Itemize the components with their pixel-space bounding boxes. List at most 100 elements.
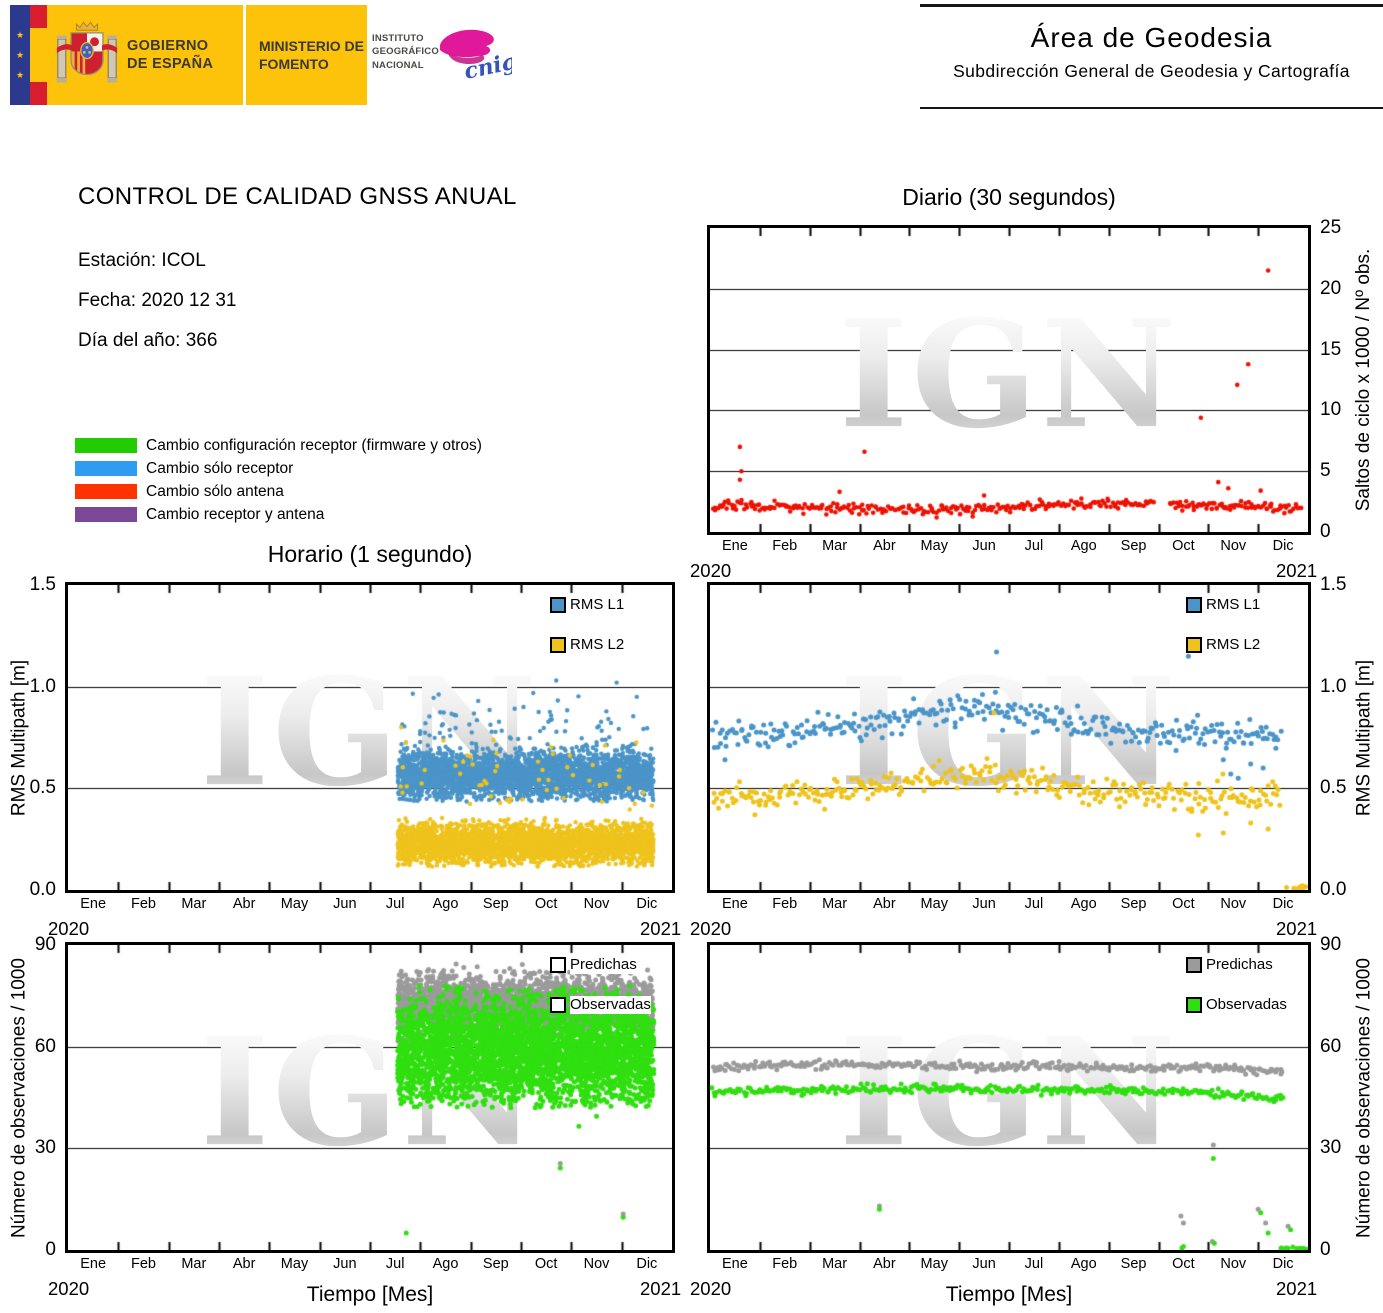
x-tick-label: Nov [1220,1256,1247,1272]
star-icon: ★ [15,49,25,60]
x-tick-label: Abr [873,538,896,554]
data-points-canvas [710,945,1308,1250]
x-tick-label: Dic [636,1256,658,1272]
change-legend-label: Cambio sólo receptor [146,459,294,477]
change-legend-label: Cambio configuración receptor (firmware … [146,436,482,454]
legend-label: Observadas [1206,996,1287,1014]
y-tick-label: 1.5 [1320,574,1347,595]
cnig-logo-icon: cnig [440,29,512,85]
x-tick-label: Feb [772,1256,798,1272]
x-tick-label: Dic [1272,538,1294,554]
x-tick-label: Jun [972,538,996,554]
change-legend-item: Cambio receptor y antena [75,506,324,523]
x-tick-label: Mar [822,896,848,912]
x-tick-label: Oct [1172,1256,1195,1272]
legend-swatch [1186,597,1202,613]
y-tick-label: 0.0 [29,879,56,900]
x-year-label: 2021 [640,918,682,939]
x-tick-label: Ago [1070,1256,1097,1272]
x-tick-label: Jul [1024,896,1044,912]
x-tick-label: Abr [232,1256,256,1272]
x-tick-label: May [920,896,948,912]
legend-swatch [550,637,566,653]
data-points-canvas [710,585,1308,890]
x-tick-label: Mar [181,1256,207,1272]
x-tick-label: May [920,1256,948,1272]
x-tick-label: Sep [1120,538,1147,554]
y-tick-label: 15 [1320,338,1342,360]
flag-red-band [30,5,47,28]
x-tick-label: Dic [1272,896,1294,912]
change-legend-item: Cambio sólo antena [75,483,284,500]
data-points-canvas [68,945,672,1250]
x-tick-label: Feb [772,896,798,912]
area-title: Área de Geodesia [1030,22,1273,53]
y-axis-label: Número de observaciones / 1000 [1353,957,1374,1238]
report-title: CONTROL DE CALIDAD GNSS ANUAL [78,183,517,210]
receiver-antenna-change-swatch [75,507,137,522]
x-tick-label: Oct [1172,538,1195,554]
x-tick-label: Abr [232,896,256,912]
y-tick-label: 60 [1320,1035,1342,1057]
y-tick-label: 30 [1320,1137,1342,1159]
x-tick-label: Ene [80,1256,107,1272]
data-points-canvas [68,585,672,890]
x-tick-label: Ene [80,896,107,912]
x-tick-label: Ene [722,538,748,554]
x-tick-label: Oct [534,1256,558,1272]
spain-flag-strip [30,5,47,105]
legend-label: RMS L2 [570,636,625,654]
y-tick-label: 0.0 [1320,879,1347,900]
x-tick-label: Jul [1024,538,1044,554]
y-axis-label: Número de observaciones / 1000 [8,957,29,1238]
x-year-label: 2020 [690,1278,732,1299]
y-tick-label: 0 [45,1239,56,1260]
y-axis-label: Saltos de ciclo x 1000 / Nº obs. [1353,248,1374,512]
y-tick-label: 1.5 [29,574,56,595]
legend-swatch [1186,997,1202,1013]
x-tick-label: Ago [1070,896,1097,912]
legend-label: RMS L1 [570,596,625,614]
legend-swatch [550,597,566,613]
x-tick-label: Oct [1172,896,1195,912]
star-icon: ★ [15,29,25,40]
y-tick-label: 0 [1320,1239,1331,1260]
x-tick-label: Oct [534,896,558,912]
x-tick-label: Nov [583,896,610,912]
y-tick-label: 0.5 [29,777,56,799]
gobierno-block: GOBIERNO DE ESPAÑA [47,5,243,105]
change-legend-label: Cambio receptor y antena [146,505,325,523]
y-tick-label: 30 [34,1137,56,1159]
y-tick-label: 90 [1320,934,1342,955]
x-tick-label: Ene [722,896,748,912]
x-tick-label: Jun [972,896,996,912]
x-tick-label: Sep [1120,896,1147,912]
x-tick-label: Jul [1024,1256,1044,1272]
x-tick-label: Jul [385,896,405,912]
legend-swatch [550,997,566,1013]
x-tick-label: Nov [1220,538,1247,554]
y-tick-label: 1.0 [29,675,56,697]
doy-info: Día del año: 366 [78,330,218,351]
flag-red-band [30,82,47,105]
ign-block: INSTITUTO GEOGRÁFICO NACIONAL cnig [369,5,512,105]
y-tick-label: 60 [34,1035,56,1057]
x-year-label: 2021 [1276,560,1318,581]
x-year-label: 2021 [1276,918,1318,939]
x-year-label: 2020 [690,918,732,939]
legend-swatch [550,957,566,973]
x-tick-label: Ago [432,1256,459,1272]
data-points-canvas [710,228,1308,532]
x-tick-label: Jun [333,896,357,912]
x-tick-label: Nov [583,1256,610,1272]
x-tick-label: Abr [873,896,896,912]
antenna-change-swatch [75,484,137,499]
x-tick-label: Jun [333,1256,357,1272]
y-tick-label: 10 [1320,399,1342,421]
chart-title: Diario (30 segundos) [902,184,1116,210]
gobierno-espana-logo: ★ ★ ★ [10,5,512,105]
x-year-label: 2021 [640,1278,682,1299]
x-tick-label: Mar [822,1256,848,1272]
x-tick-label: Jun [972,1256,996,1272]
